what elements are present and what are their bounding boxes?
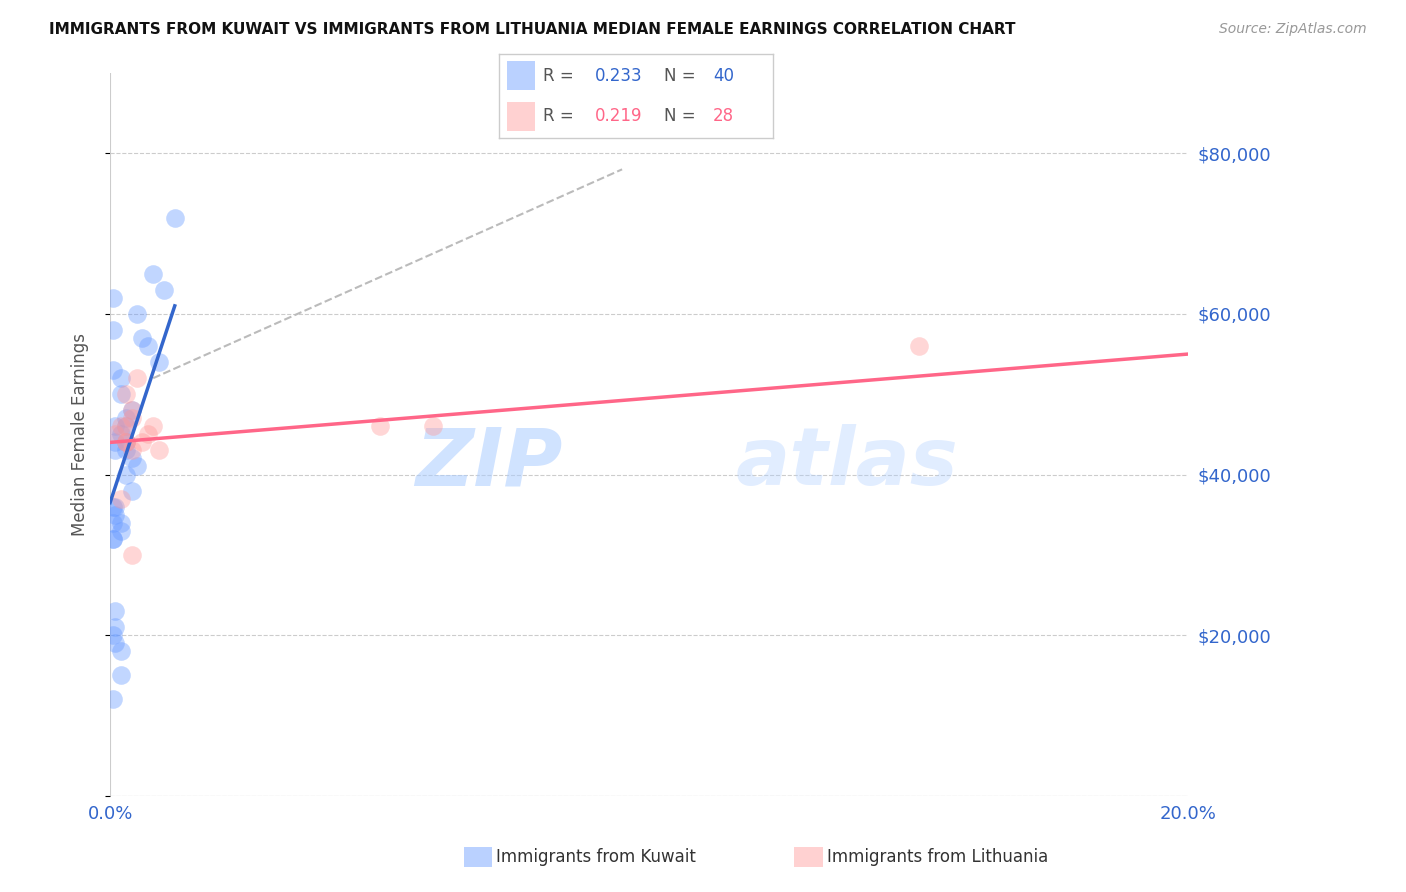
Point (131, 435, 153, 450)
Point (104, 435, 127, 450)
Point (101, 500, 124, 514)
Point (104, 636, 127, 650)
Point (110, 516, 132, 530)
Point (110, 644, 132, 658)
Text: N =: N = (664, 67, 700, 85)
Text: 0.233: 0.233 (595, 67, 643, 85)
Point (101, 692, 124, 706)
Point (110, 668, 132, 682)
Point (368, 419, 391, 434)
Point (101, 628, 124, 642)
Y-axis label: Median Female Earnings: Median Female Earnings (72, 333, 89, 536)
Point (142, 267, 165, 281)
Text: Source: ZipAtlas.com: Source: ZipAtlas.com (1219, 22, 1367, 37)
Text: ZIP: ZIP (415, 425, 562, 502)
Point (110, 419, 132, 434)
Point (115, 411, 138, 425)
Point (422, 419, 444, 434)
Text: 40: 40 (713, 67, 734, 85)
Text: atlas: atlas (735, 425, 957, 502)
Point (131, 331, 153, 345)
Point (110, 387, 132, 401)
Point (110, 427, 132, 442)
Point (104, 419, 127, 434)
Point (101, 532, 124, 546)
Point (121, 403, 143, 417)
Point (104, 604, 127, 618)
Text: IMMIGRANTS FROM KUWAIT VS IMMIGRANTS FROM LITHUANIA MEDIAN FEMALE EARNINGS CORRE: IMMIGRANTS FROM KUWAIT VS IMMIGRANTS FRO… (49, 22, 1015, 37)
Point (136, 427, 159, 442)
Point (148, 355, 170, 369)
Point (136, 339, 159, 353)
Point (121, 403, 143, 417)
Point (115, 419, 138, 434)
Point (104, 500, 127, 514)
Point (101, 291, 124, 305)
Point (115, 435, 138, 450)
Point (115, 387, 138, 401)
Point (121, 411, 143, 425)
Point (121, 451, 143, 466)
Point (101, 363, 124, 377)
Point (101, 323, 124, 337)
Point (104, 427, 127, 442)
Point (115, 443, 138, 458)
Point (121, 548, 143, 562)
Point (125, 371, 148, 385)
Point (125, 307, 148, 321)
Point (110, 524, 132, 538)
Text: R =: R = (543, 107, 579, 125)
Point (121, 483, 143, 498)
Point (907, 339, 929, 353)
Point (115, 467, 138, 482)
Text: 0.219: 0.219 (595, 107, 643, 125)
Point (148, 443, 170, 458)
Bar (508, 62, 534, 90)
Point (163, 211, 186, 225)
Point (110, 371, 132, 385)
Point (121, 443, 143, 458)
Point (142, 419, 165, 434)
Point (104, 620, 127, 634)
Point (110, 491, 132, 506)
Point (101, 516, 124, 530)
Point (104, 443, 127, 458)
Point (125, 459, 148, 474)
Text: N =: N = (664, 107, 700, 125)
Point (115, 435, 138, 450)
Bar (508, 102, 534, 130)
Point (101, 532, 124, 546)
Point (153, 283, 176, 297)
Point (115, 419, 138, 434)
Text: Immigrants from Lithuania: Immigrants from Lithuania (827, 848, 1047, 866)
Text: Immigrants from Kuwait: Immigrants from Kuwait (496, 848, 696, 866)
Text: R =: R = (543, 67, 579, 85)
Text: 28: 28 (713, 107, 734, 125)
Point (115, 435, 138, 450)
Point (104, 508, 127, 522)
